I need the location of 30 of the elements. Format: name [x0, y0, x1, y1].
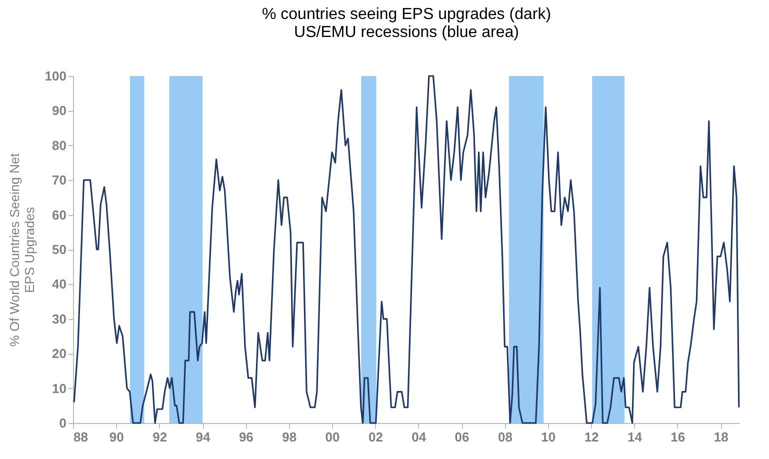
y-tick-label: 40	[52, 276, 66, 292]
x-tick-label: 12	[584, 430, 599, 444]
x-tick-label: 98	[282, 430, 297, 444]
x-tick-label: 02	[368, 430, 383, 444]
y-axis-title: % Of World Countries Seeing Net EPS Upgrades	[6, 152, 37, 347]
x-tick-label: 04	[412, 430, 427, 444]
y-tick-label: 90	[52, 103, 66, 118]
x-tick-label: 88	[74, 430, 88, 444]
x-tick-label: 16	[670, 430, 686, 444]
x-tick-label: 90	[109, 430, 124, 444]
x-tick-label: 08	[498, 430, 512, 444]
x-tick-label: 96	[238, 430, 254, 444]
y-tick-label: 0	[59, 416, 66, 430]
y-tick-label: 30	[52, 311, 66, 326]
chart-subtitle: US/EMU recessions (blue area)	[294, 24, 519, 41]
x-tick-label: 92	[152, 430, 168, 444]
x-tick-label: 06	[454, 430, 470, 444]
y-tick-label: 50	[52, 242, 66, 257]
y-tick-label: 70	[52, 172, 66, 188]
chart-title: % countries seeing EPS upgrades (dark)	[262, 6, 552, 23]
y-tick-label: 100	[44, 68, 66, 84]
x-tick-label: 14	[627, 430, 643, 444]
y-tick-label: 10	[52, 380, 66, 396]
x-tick-label: 00	[325, 430, 340, 444]
y-tick-label: 80	[52, 138, 66, 153]
y-tick-label: 20	[52, 346, 66, 362]
y-tick-label: 60	[52, 207, 66, 222]
x-tick-label: 18	[714, 430, 728, 444]
x-tick-label: 94	[196, 430, 212, 444]
x-tick-label: 10	[541, 430, 556, 444]
